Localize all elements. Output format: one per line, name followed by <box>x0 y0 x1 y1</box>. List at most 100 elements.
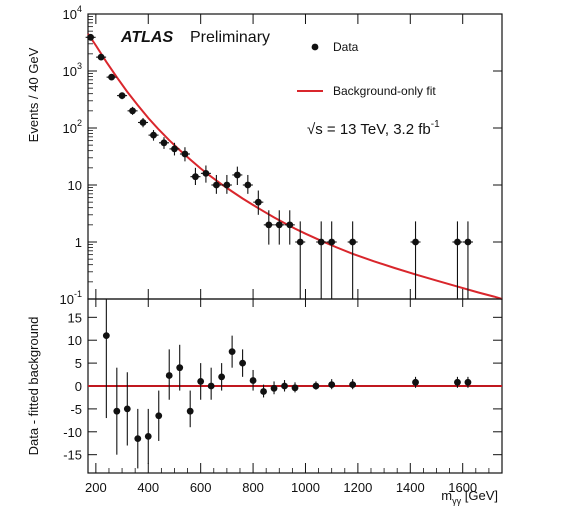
main-y-tick-base: 1 <box>75 235 82 250</box>
main-y-tick-base: 10 <box>60 292 74 307</box>
main-y-tick-label: 1 <box>75 235 82 250</box>
data-point <box>212 181 220 189</box>
ratio-x-ticks: 200 400 600 800 1000 1200 1400 1600 <box>85 14 490 495</box>
residual-point <box>291 384 299 392</box>
data-point <box>265 221 273 229</box>
data-point <box>296 238 304 246</box>
main-y-tick-base: 10 <box>63 7 77 22</box>
legend-data-marker <box>311 43 319 51</box>
residual-point <box>454 378 461 386</box>
data-point <box>139 119 147 126</box>
residual-point <box>260 388 267 395</box>
x-axis-title: mγγ [GeV] <box>441 488 498 506</box>
data-point <box>160 139 168 147</box>
data-point <box>223 181 231 189</box>
main-y-tick-base: 10 <box>63 121 77 136</box>
x-axis-title-main: m <box>441 488 452 503</box>
ratio-y-tick-label: 15 <box>68 310 82 325</box>
main-y-tick-exponent: 2 <box>77 118 82 128</box>
data-point <box>317 238 325 246</box>
data-point <box>192 173 199 181</box>
x-axis-title-subscript: γγ <box>452 496 462 506</box>
x-tick-label: 1600 <box>448 480 477 495</box>
preliminary-label: Preliminary <box>190 29 270 46</box>
main-y-tick-label: 103 <box>63 61 82 79</box>
ratio-y-tick-label: -10 <box>63 425 82 440</box>
x-tick-label: 200 <box>85 480 107 495</box>
residual-point <box>412 378 419 386</box>
data-point <box>349 238 357 246</box>
legend: Data Background-only fit <box>297 40 436 98</box>
luminosity-exponent: -1 <box>431 119 440 130</box>
ratio-data-points <box>102 299 472 469</box>
residual-point <box>134 435 142 443</box>
residual-point <box>165 372 173 379</box>
residual-point <box>270 384 278 392</box>
energy-luminosity-label: √s = 13 TeV, 3.2 fb-1 <box>307 119 440 138</box>
x-tick-label: 1400 <box>396 480 425 495</box>
main-y-tick-exponent: 4 <box>77 4 82 14</box>
main-y-tick-label: 10 <box>68 178 82 193</box>
background-fit-layer <box>87 33 503 300</box>
residual-point <box>328 381 336 389</box>
ratio-y-tick-label: 10 <box>68 333 82 348</box>
residual-point <box>228 348 236 356</box>
data-point <box>233 171 241 179</box>
main-data-points <box>85 33 473 299</box>
ratio-y-axis-title: Data - fitted background <box>26 317 41 456</box>
data-point <box>464 238 472 246</box>
main-y-tick-exponent: -1 <box>74 289 82 299</box>
residual-point <box>186 407 194 415</box>
main-y-tick-base: 10 <box>63 64 77 79</box>
data-point <box>286 221 294 229</box>
residual-point <box>155 412 163 420</box>
residual-point <box>349 381 357 389</box>
residual-point <box>218 373 226 381</box>
residual-point <box>239 359 246 367</box>
residual-point <box>123 405 131 413</box>
atlas-label: ATLAS <box>120 29 173 46</box>
legend-data-label: Data <box>333 40 359 54</box>
main-y-axis-title: Events / 40 GeV <box>26 47 41 142</box>
data-point <box>181 150 189 158</box>
main-y-tick-label: 104 <box>63 4 82 22</box>
main-y-tick-label: 102 <box>63 118 82 136</box>
residual-point <box>144 432 152 440</box>
residual-point <box>113 407 121 415</box>
background-fit-curve <box>87 33 503 300</box>
data-point <box>412 238 419 246</box>
residual-point <box>197 378 205 385</box>
data-point <box>254 198 262 206</box>
data-point <box>108 73 115 81</box>
energy-luminosity-text: √s = 13 TeV, 3.2 fb <box>307 121 431 138</box>
x-tick-label: 400 <box>137 480 159 495</box>
data-point <box>244 181 252 189</box>
ratio-y-tick-label: -5 <box>70 402 82 417</box>
ratio-y-tick-label: -15 <box>63 448 82 463</box>
data-point <box>97 53 105 61</box>
data-point <box>328 238 336 246</box>
main-y-tick-exponent: 3 <box>77 61 82 71</box>
residual-point <box>281 382 288 390</box>
data-point <box>118 92 126 100</box>
ratio-panel: 15 10 5 0 -5 -10 -15 200 400 600 800 1000 1200 1400 1… <box>26 14 503 506</box>
x-tick-label: 1000 <box>291 480 320 495</box>
main-y-tick-label: 10-1 <box>60 289 82 307</box>
x-axis-title-unit: [GeV] <box>461 488 498 503</box>
residual-point <box>176 364 184 372</box>
data-point <box>87 33 95 41</box>
data-point <box>150 131 157 139</box>
residual-point <box>312 382 320 390</box>
residual-point <box>464 378 472 386</box>
residual-point <box>207 382 215 390</box>
main-y-tick-base: 10 <box>68 178 82 193</box>
main-plot-frame <box>87 13 503 300</box>
legend-fit-label: Background-only fit <box>333 84 436 98</box>
residual-point <box>249 377 257 384</box>
data-point <box>129 107 136 115</box>
residual-point <box>102 332 110 340</box>
x-tick-label: 800 <box>242 480 264 495</box>
